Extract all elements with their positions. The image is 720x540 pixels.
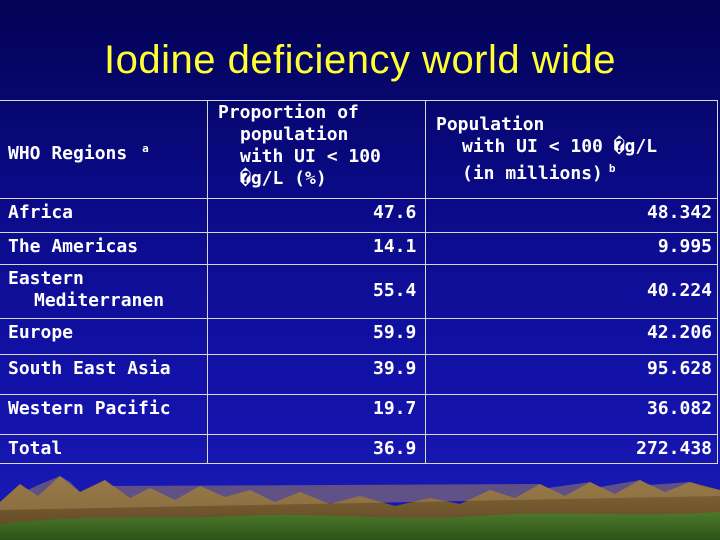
table-row-region: Eastern Mediterranen [8, 268, 164, 312]
header-proportion-line: Proportion of [218, 102, 359, 123]
table-row-region: Africa [8, 202, 73, 224]
table-row-region: South East Asia [8, 358, 171, 380]
region-line: South East Asia [8, 358, 171, 379]
table-row-population: 40.224 [646, 280, 712, 301]
region-line: Total [8, 438, 63, 459]
table-row-population: 48.342 [646, 202, 712, 223]
header-population-line: Population [436, 114, 545, 135]
header-population-line: with UI < 100 �g/L [462, 136, 658, 157]
header-population: Population with UI < 100 �g/L (in millions… [436, 114, 706, 185]
grid-line-row [0, 354, 718, 355]
header-proportion: Proportion of population with UI < 100 �g/L… [218, 102, 418, 190]
grid-line-right [717, 100, 718, 464]
table-row-proportion: 55.4 [373, 280, 417, 301]
slide-title: Iodine deficiency world wide [103, 38, 617, 82]
table-row-proportion: 14.1 [373, 236, 417, 257]
table-row-population: 272.438 [636, 438, 712, 459]
header-proportion-line: with UI < 100 [240, 146, 381, 167]
region-line: The Americas [8, 236, 139, 257]
table-row-region: The Americas [8, 236, 138, 258]
grid-line-col2 [425, 100, 426, 464]
table-row-region: Western Pacific [8, 398, 171, 420]
grid-line-col1 [207, 100, 208, 464]
table-row-proportion: 19.7 [373, 398, 417, 419]
header-region-sup: a [142, 142, 149, 155]
header-proportion-line: �g/L (%) [240, 168, 327, 189]
table-row-region: Total [8, 438, 62, 460]
grid-line-row [0, 318, 718, 319]
header-proportion-line: population [240, 124, 349, 145]
grid-line-bottom [0, 463, 718, 464]
table-row-region: Europe [8, 322, 73, 344]
region-line: Europe [8, 322, 74, 343]
table-row-proportion: 39.9 [373, 358, 417, 379]
grid-line-header [0, 198, 718, 199]
grid-line-row [0, 434, 718, 435]
mountain-landscape-icon [0, 476, 720, 540]
region-line: Eastern [8, 268, 84, 289]
table-row-population: 42.206 [646, 322, 712, 343]
region-line: Africa [8, 202, 74, 223]
region-line: Mediterranen [34, 290, 165, 311]
header-population-line: (in millions) b [462, 162, 616, 184]
grid-line-row [0, 232, 718, 233]
table-row-proportion: 47.6 [373, 202, 417, 223]
table-row-population: 9.995 [657, 236, 712, 257]
table-row-population: 36.082 [646, 398, 712, 419]
grid-line-row [0, 264, 718, 265]
table-row-proportion: 59.9 [373, 322, 417, 343]
grid-line-top [0, 100, 718, 101]
grid-line-row [0, 394, 718, 395]
region-line: Western Pacific [8, 398, 171, 419]
table-row-proportion: 36.9 [373, 438, 417, 459]
header-who-regions: WHO Regions a [8, 138, 149, 165]
header-region-label: WHO Regions [8, 143, 128, 164]
table-row-population: 95.628 [646, 358, 712, 379]
header-population-sup: b [608, 162, 616, 175]
